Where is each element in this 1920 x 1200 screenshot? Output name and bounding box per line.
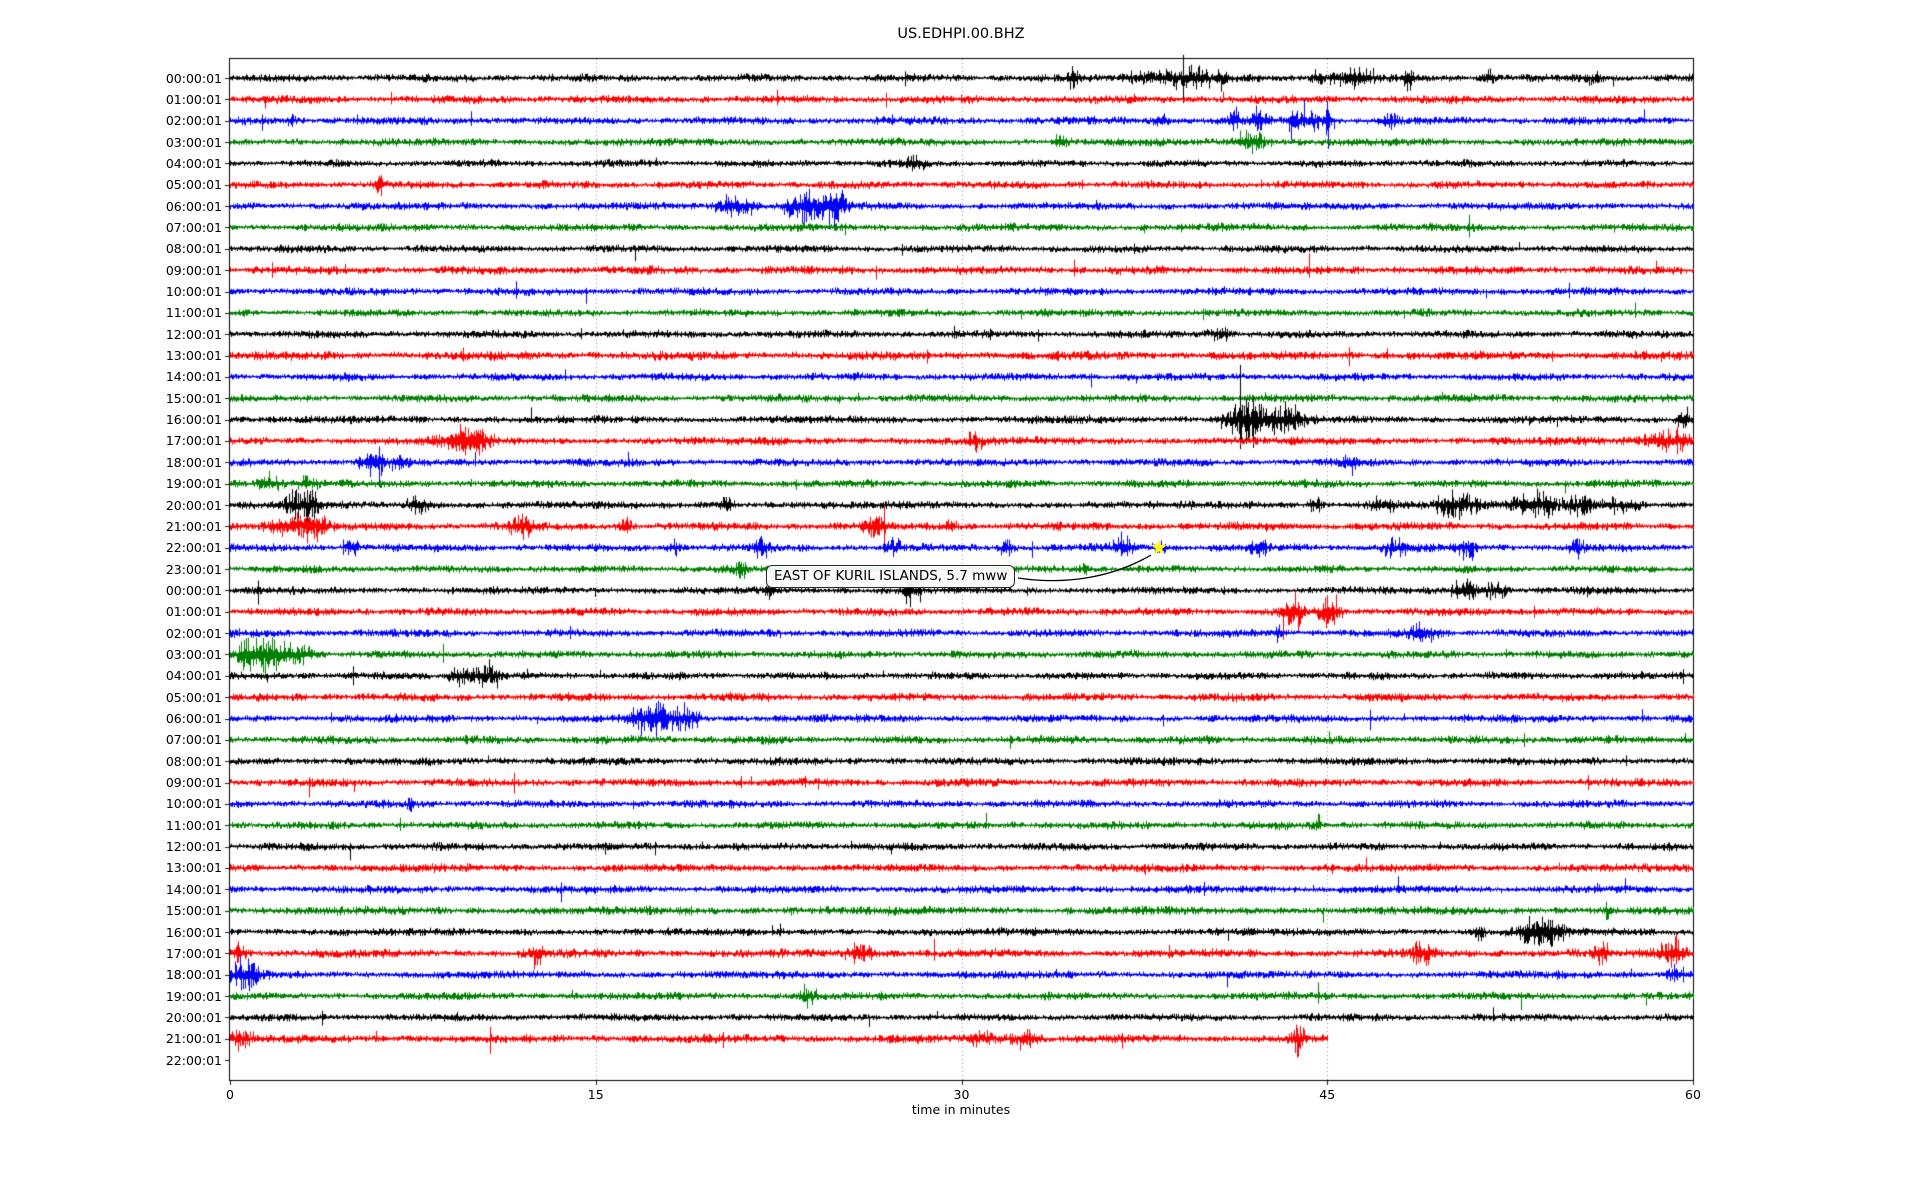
y-axis-tick-label: 07:00:01 xyxy=(165,732,222,748)
y-axis-tick-label: 02:00:01 xyxy=(165,113,222,129)
y-axis-tick-label: 11:00:01 xyxy=(165,817,222,833)
y-axis-tick-label: 05:00:01 xyxy=(165,689,222,705)
y-axis-tick-label: 09:00:01 xyxy=(165,262,222,278)
y-axis-tick-label: 12:00:01 xyxy=(165,839,222,855)
y-axis-tick-label: 16:00:01 xyxy=(165,924,222,940)
y-axis-tick-label: 11:00:01 xyxy=(165,305,222,321)
y-axis-tick-label: 08:00:01 xyxy=(165,753,222,769)
y-axis-tick-label: 18:00:01 xyxy=(165,967,222,983)
x-axis-tick-label: 45 xyxy=(1319,1087,1336,1102)
x-axis-tick-label: 60 xyxy=(1685,1087,1701,1102)
y-axis-tick-label: 02:00:01 xyxy=(165,625,222,641)
annotation-arrow xyxy=(1017,554,1152,582)
y-axis-tick-label: 06:00:01 xyxy=(165,711,222,726)
y-axis-tick-label: 17:00:01 xyxy=(165,945,222,961)
y-axis-tick-label: 13:00:01 xyxy=(165,348,222,364)
plot-title: US.EDHPI.00.BHZ xyxy=(897,26,1025,42)
y-axis-tick-label: 10:00:01 xyxy=(165,284,222,299)
y-axis-tick-label: 20:00:01 xyxy=(165,497,222,513)
y-axis-tick-label: 18:00:01 xyxy=(165,454,222,470)
x-axis-tick-label: 0 xyxy=(226,1087,234,1102)
x-axis-title: time in minutes xyxy=(911,1102,1011,1117)
y-axis-tick-label: 15:00:01 xyxy=(165,903,222,919)
y-axis-tick-label: 20:00:01 xyxy=(165,1009,222,1025)
y-axis-tick-label: 22:00:01 xyxy=(165,540,222,556)
x-axis-tick-label: 30 xyxy=(953,1087,970,1102)
y-axis-tick-label: 00:00:01 xyxy=(165,582,222,598)
y-axis-tick-label: 19:00:01 xyxy=(165,476,222,492)
y-axis-tick-label: 08:00:01 xyxy=(165,241,222,257)
y-axis-tick-label: 03:00:01 xyxy=(165,646,222,662)
y-axis-tick-label: 17:00:01 xyxy=(165,433,222,449)
y-axis-tick-label: 14:00:01 xyxy=(165,881,222,897)
event-annotation-box: EAST OF KURIL ISLANDS, 5.7 mww xyxy=(766,565,1016,588)
y-axis-tick-label: 12:00:01 xyxy=(165,326,222,342)
event-annotation-text: EAST OF KURIL ISLANDS, 5.7 mww xyxy=(774,568,1008,584)
x-axis-tick-label: 15 xyxy=(587,1087,604,1102)
y-axis-tick-label: 01:00:01 xyxy=(165,604,222,620)
y-axis-tick-label: 07:00:01 xyxy=(165,219,222,235)
y-axis-tick-label: 21:00:01 xyxy=(165,518,222,534)
y-axis-tick-label: 14:00:01 xyxy=(165,369,222,385)
y-axis-tick-label: 10:00:01 xyxy=(165,796,222,812)
y-axis-tick-label: 04:00:01 xyxy=(165,668,222,684)
y-axis-tick-label: 13:00:01 xyxy=(165,860,222,876)
y-axis-tick-label: 15:00:01 xyxy=(165,390,222,406)
y-axis-tick-label: 01:00:01 xyxy=(165,91,222,107)
y-axis-tick-label: 03:00:01 xyxy=(165,134,222,150)
y-axis-tick-label: 05:00:01 xyxy=(165,177,222,193)
y-axis-tick-label: 04:00:01 xyxy=(165,155,222,171)
event-star-icon xyxy=(1151,539,1167,555)
y-axis-tick-label: 09:00:01 xyxy=(165,775,222,791)
y-axis-tick-label: 23:00:01 xyxy=(165,561,222,577)
y-axis-tick-label: 19:00:01 xyxy=(165,988,222,1004)
y-axis-tick-label: 22:00:01 xyxy=(165,1052,222,1068)
y-axis-tick-label: 06:00:01 xyxy=(165,198,222,214)
y-axis-tick-label: 21:00:01 xyxy=(165,1031,222,1047)
y-axis-tick-label: 16:00:01 xyxy=(165,412,222,428)
y-axis-tick-label: 00:00:01 xyxy=(165,70,222,86)
